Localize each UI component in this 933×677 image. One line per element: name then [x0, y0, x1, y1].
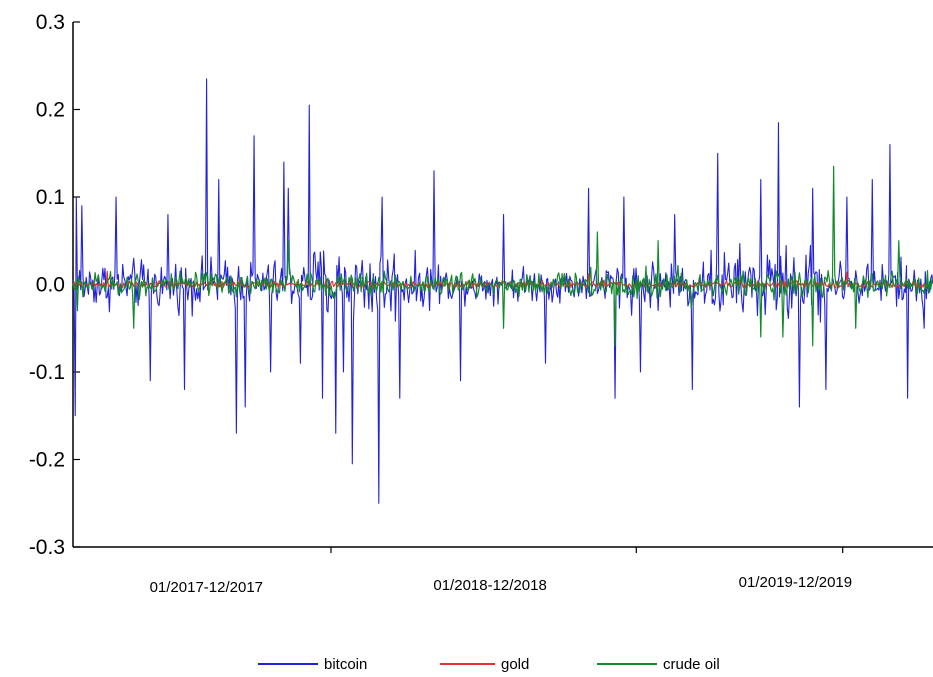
legend-label: gold [501, 656, 529, 673]
x-ticks [330, 547, 844, 553]
y-tick-label: 0.0 [36, 274, 65, 297]
y-tick-label: 0.1 [36, 186, 65, 209]
series-line-crude-oil [72, 165, 933, 347]
y-ticks: 0.3 0.2 0.1 0.0 -0.1 -0.2 -0.3 [29, 11, 80, 559]
plot-area: 0.3 0.2 0.1 0.0 -0.1 -0.2 -0.3 01/2017-12/2017… [29, 11, 933, 596]
category-labels: 01/2017-12/2017 01/2018-12/2018 01/2019-12… [150, 574, 853, 596]
y-tick-label: 0.2 [36, 99, 65, 122]
legend: bitcoin gold crude oil [258, 656, 720, 673]
y-tick-label: -0.1 [29, 361, 65, 384]
y-tick-label: -0.3 [29, 536, 65, 559]
series-group [72, 78, 933, 504]
x-category-label: 01/2017-12/2017 [150, 579, 263, 596]
x-category-label: 01/2018-12/2018 [433, 577, 546, 594]
x-category-label: 01/2019-12/2019 [739, 574, 852, 591]
legend-label: crude oil [663, 656, 720, 673]
legend-label: bitcoin [324, 656, 367, 673]
y-tick-label: -0.2 [29, 449, 65, 472]
y-tick-label: 0.3 [36, 11, 65, 34]
